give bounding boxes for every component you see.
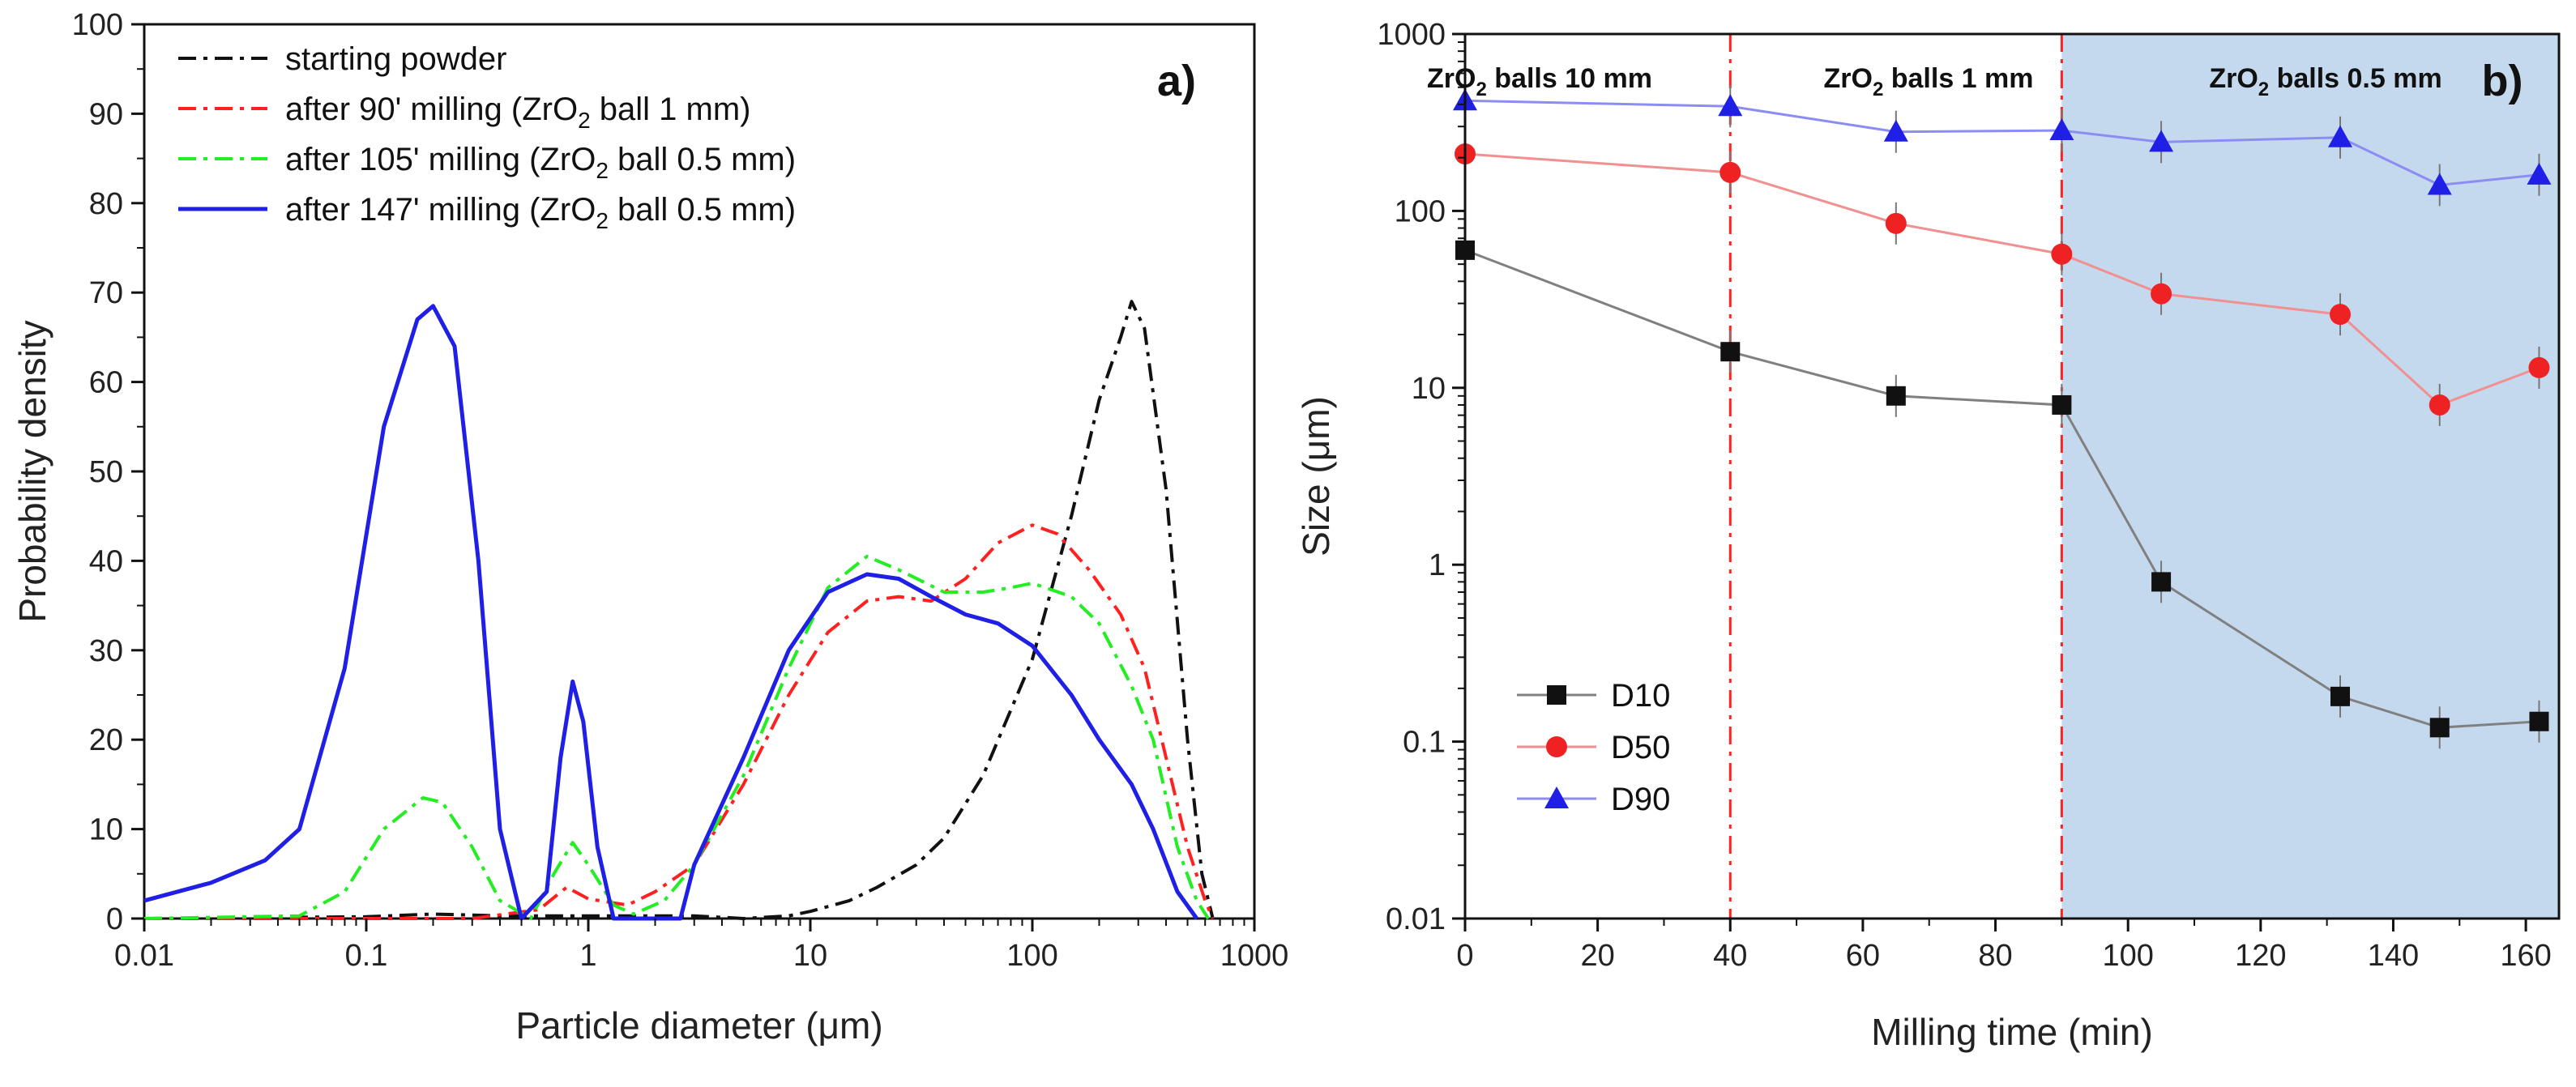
x-tick-label: 40 bbox=[1713, 939, 1747, 973]
y-tick-label: 10 bbox=[89, 813, 123, 847]
x-axis-title: Milling time (min) bbox=[1871, 1011, 2153, 1053]
legend-label: after 105' milling (ZrO2 ball 0.5 mm) bbox=[285, 142, 796, 183]
series-line-D50 bbox=[1464, 152, 2540, 407]
y-tick-label: 100 bbox=[72, 8, 123, 42]
y-tick-label: 1 bbox=[1429, 548, 1446, 582]
marker-D10 bbox=[2330, 686, 2350, 706]
x-tick-label: 0.1 bbox=[345, 939, 388, 973]
marker-D90 bbox=[2328, 125, 2352, 147]
zone-label: ZrO2 balls 1 mm bbox=[1823, 63, 2033, 100]
panel-label-b: b) bbox=[2482, 57, 2523, 105]
series-line-1 bbox=[143, 300, 1215, 920]
x-tick-label: 140 bbox=[2368, 939, 2419, 973]
zone-label: ZrO2 balls 10 mm bbox=[1427, 63, 1652, 100]
marker-D10 bbox=[2529, 711, 2549, 731]
x-tick-label: 1 bbox=[579, 939, 596, 973]
y-axis-title: Probability density bbox=[11, 320, 53, 622]
series-line-D10 bbox=[1464, 249, 2540, 729]
marker-D50 bbox=[2429, 394, 2450, 416]
series-line-D90 bbox=[1464, 99, 2540, 187]
marker-D90 bbox=[2527, 162, 2552, 185]
legend-label: D90 bbox=[1611, 782, 1670, 817]
x-tick-label: 160 bbox=[2500, 939, 2551, 973]
y-tick-label: 90 bbox=[89, 97, 123, 131]
legend: D10 D50 D90 bbox=[1517, 678, 1670, 817]
y-tick-label: 0.01 bbox=[1386, 902, 1446, 936]
legend-label: after 90' milling (ZrO2 ball 1 mm) bbox=[285, 92, 750, 133]
y-tick-label: 50 bbox=[89, 455, 123, 489]
legend-marker bbox=[1547, 685, 1566, 705]
x-tick-label: 10 bbox=[793, 939, 827, 973]
y-tick-label: 0 bbox=[106, 902, 123, 936]
marker-D10 bbox=[1886, 386, 1906, 406]
marker-D10 bbox=[1720, 342, 1741, 362]
legend-label: D10 bbox=[1611, 678, 1670, 714]
x-tick-label: 0 bbox=[1456, 939, 1473, 973]
series-line-2 bbox=[144, 523, 1215, 920]
x-tick-label: 100 bbox=[2102, 939, 2153, 973]
y-tick-label: 70 bbox=[89, 276, 123, 310]
marker-D90 bbox=[1883, 119, 1908, 142]
y-tick-label: 80 bbox=[89, 187, 123, 221]
plot-frame bbox=[1463, 32, 2561, 920]
legend-label: D50 bbox=[1611, 730, 1670, 765]
marker-D90 bbox=[2149, 130, 2174, 152]
y-tick-label: 20 bbox=[89, 723, 123, 757]
marker-D10 bbox=[2429, 718, 2450, 738]
zone-label: ZrO2 balls 0.5 mm bbox=[2209, 63, 2441, 100]
marker-D50 bbox=[2528, 356, 2550, 378]
panel-label-a: a) bbox=[1157, 57, 1196, 105]
legend-marker bbox=[1546, 736, 1567, 757]
marker-D50 bbox=[2051, 243, 2073, 265]
y-axis-title: Size (μm) bbox=[1295, 396, 1337, 556]
x-tick-label: 0.01 bbox=[114, 939, 174, 973]
x-axis-title: Particle diameter (μm) bbox=[515, 1004, 882, 1047]
x-tick-label: 100 bbox=[1006, 939, 1057, 973]
marker-D10 bbox=[2052, 394, 2072, 415]
panel-b-milling-chart: ZrO2 balls 10 mm ZrO2 balls 1 mm ZrO2 ball… bbox=[1295, 18, 2561, 1053]
y-tick-label: 60 bbox=[89, 366, 123, 400]
y-tick-label: 40 bbox=[89, 544, 123, 578]
series-line-3 bbox=[143, 554, 1210, 920]
panel-a-distribution-chart: 0.01 0.1 1 10 100 1000 0 10 20 30 40 50 60 70 80 90 100 P… bbox=[11, 8, 1288, 1047]
legend: starting powder after 90' milling (ZrO2 b… bbox=[178, 41, 796, 233]
series-line-4 bbox=[143, 304, 1198, 921]
marker-D50 bbox=[1719, 161, 1741, 183]
y-tick-label: 10 bbox=[1412, 372, 1446, 406]
legend-marker bbox=[1544, 786, 1569, 808]
shaded-region bbox=[2061, 34, 2559, 919]
marker-D50 bbox=[2330, 304, 2351, 326]
legend-label: starting powder bbox=[285, 41, 506, 77]
y-tick-label: 0.1 bbox=[1403, 726, 1446, 760]
marker-D90 bbox=[1718, 94, 1743, 117]
marker-D10 bbox=[2151, 572, 2172, 592]
x-tick-label: 20 bbox=[1580, 939, 1614, 973]
legend-label: after 147' milling (ZrO2 ball 0.5 mm) bbox=[285, 192, 796, 233]
marker-D90 bbox=[2049, 118, 2074, 141]
y-tick-label: 1000 bbox=[1377, 18, 1446, 52]
y-tick-label: 30 bbox=[89, 634, 123, 668]
x-tick-label: 120 bbox=[2235, 939, 2286, 973]
marker-D50 bbox=[1885, 212, 1907, 234]
x-tick-label: 60 bbox=[1846, 939, 1880, 973]
marker-D50 bbox=[2151, 283, 2172, 305]
y-tick-label: 100 bbox=[1395, 194, 1446, 228]
x-tick-label: 1000 bbox=[1220, 939, 1289, 973]
x-tick-label: 80 bbox=[1978, 939, 2012, 973]
marker-D90 bbox=[2427, 173, 2452, 195]
